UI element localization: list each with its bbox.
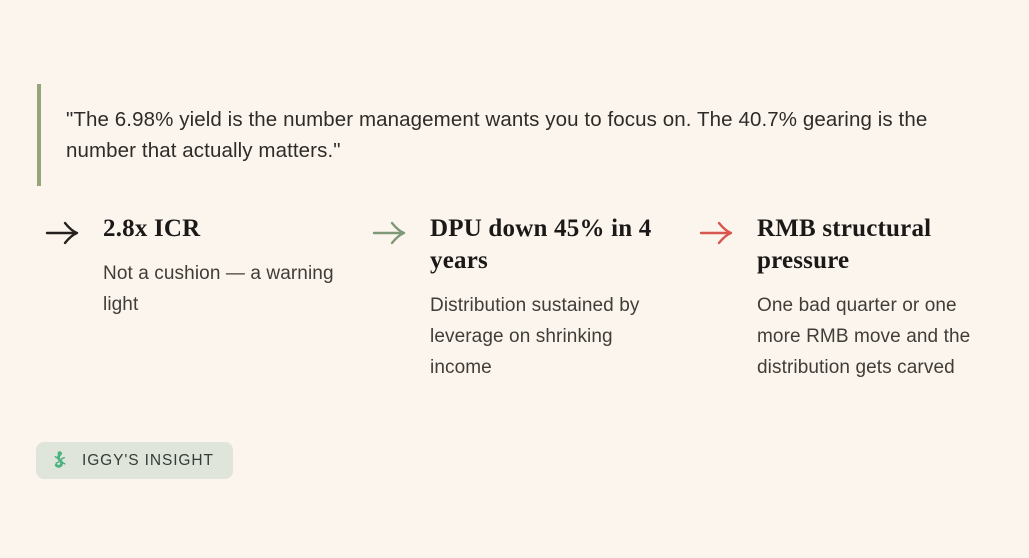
key-point-content: 2.8x ICR Not a cushion — a warning light bbox=[103, 213, 341, 320]
key-point-body: Not a cushion — a warning light bbox=[103, 263, 334, 315]
pull-quote: "The 6.98% yield is the number managemen… bbox=[37, 84, 993, 186]
arrow-right-icon bbox=[699, 220, 733, 251]
pull-quote-text: "The 6.98% yield is the number managemen… bbox=[66, 108, 928, 162]
key-point-body: Distribution sustained by leverage on sh… bbox=[430, 295, 640, 378]
lizard-icon bbox=[51, 450, 71, 471]
key-point-rmb: RMB structural pressure One bad quarter … bbox=[699, 213, 995, 383]
key-point-body: One bad quarter or one more RMB move and… bbox=[757, 295, 971, 378]
insight-badge: IGGY'S INSIGHT bbox=[36, 442, 233, 479]
arrow-right-icon bbox=[372, 220, 406, 251]
key-point-dpu: DPU down 45% in 4 years Distribution sus… bbox=[372, 213, 668, 383]
key-point-heading: 2.8x ICR bbox=[103, 215, 201, 242]
key-point-content: RMB structural pressure One bad quarter … bbox=[757, 213, 995, 383]
key-point-content: DPU down 45% in 4 years Distribution sus… bbox=[430, 213, 668, 383]
insight-badge-label: IGGY'S INSIGHT bbox=[82, 451, 214, 469]
key-point-heading: DPU down 45% in 4 years bbox=[430, 215, 652, 274]
key-points: 2.8x ICR Not a cushion — a warning light… bbox=[45, 213, 997, 383]
key-point-heading: RMB structural pressure bbox=[757, 215, 932, 274]
key-point-icr: 2.8x ICR Not a cushion — a warning light bbox=[45, 213, 341, 383]
arrow-right-icon bbox=[45, 220, 79, 251]
